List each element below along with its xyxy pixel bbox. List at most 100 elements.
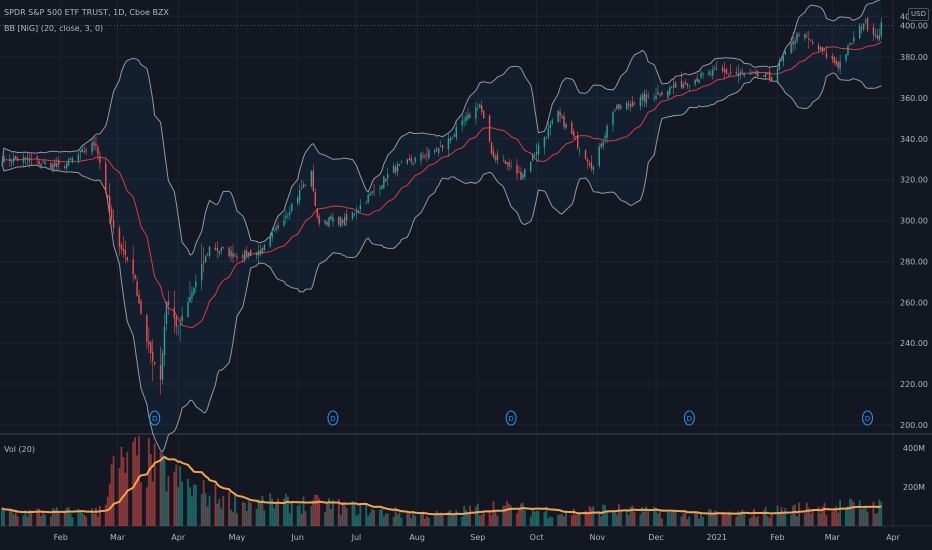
volume-bar <box>298 504 301 526</box>
volume-bar <box>531 508 534 526</box>
candle-body <box>860 27 863 29</box>
candle-body <box>684 82 687 85</box>
volume-bar <box>494 511 497 526</box>
volume-bar <box>629 506 632 526</box>
candle-body <box>633 103 636 105</box>
volume-bar <box>798 502 800 526</box>
candle-body <box>220 248 222 252</box>
volume-bar <box>741 509 744 526</box>
candle-body <box>93 141 95 146</box>
dividend-marker[interactable] <box>862 410 874 426</box>
volume-bar <box>586 513 589 526</box>
candle-body <box>248 252 250 257</box>
volume-bar <box>236 513 238 526</box>
volume-bar <box>53 509 56 526</box>
volume-bar <box>437 513 440 526</box>
candle-body <box>551 120 553 124</box>
candle-body <box>571 122 573 135</box>
volume-bar <box>110 464 113 526</box>
volume-bar <box>359 503 362 526</box>
candle-body <box>874 33 877 36</box>
volume-bar <box>563 516 565 526</box>
volume-bar <box>817 506 820 526</box>
volume-ma-line <box>1 455 882 516</box>
volume-bar <box>735 516 738 526</box>
y-tick-label: 320.00 <box>900 176 928 185</box>
volume-bar <box>852 502 855 526</box>
candle-body <box>723 69 726 72</box>
candle-body <box>757 71 759 77</box>
volume-bar <box>604 505 607 526</box>
candle-body <box>44 161 46 165</box>
candle-body <box>851 42 853 44</box>
dividend-marker[interactable] <box>505 410 517 426</box>
candle-body <box>735 72 738 74</box>
volume-bar <box>69 513 72 526</box>
volume-bar <box>615 514 618 526</box>
candle-body <box>108 196 111 211</box>
candle-body <box>849 42 851 45</box>
candle-body <box>559 111 561 116</box>
candle-body <box>768 71 771 79</box>
candle-body <box>641 95 644 100</box>
volume-bar <box>784 508 787 526</box>
candle-body <box>406 159 409 164</box>
candle-body <box>138 294 140 304</box>
candle-body <box>522 174 524 179</box>
volume-bar <box>688 516 691 526</box>
volume-bar <box>680 516 683 526</box>
candle-body <box>394 167 397 173</box>
volume-bar <box>85 516 88 526</box>
volume-bar <box>206 506 209 526</box>
candle-body <box>163 326 166 356</box>
volume-bar <box>876 513 879 526</box>
volume-bar <box>304 511 307 526</box>
volume-bar <box>273 508 276 526</box>
volume-bar <box>694 512 697 526</box>
volume-bar <box>245 510 248 526</box>
volume-bar <box>435 510 438 526</box>
dividend-marker[interactable] <box>149 410 161 426</box>
volume-bar <box>811 508 814 526</box>
volume-bar <box>208 495 211 526</box>
candle-body <box>269 235 271 247</box>
candle-body <box>26 157 29 159</box>
y-tick-label: 280.00 <box>900 257 928 266</box>
volume-bar <box>584 510 587 526</box>
candle-body <box>379 188 381 190</box>
volume-bar <box>179 466 182 526</box>
candle-body <box>806 36 808 38</box>
volume-bar <box>341 501 344 526</box>
candle-body <box>69 159 72 160</box>
candle-body <box>38 161 40 165</box>
volume-indicator-label[interactable]: Vol (20) <box>4 445 35 454</box>
bb-indicator-label[interactable]: BB [NiG] (20, close, 3, 0) <box>4 24 104 33</box>
dividend-marker[interactable] <box>327 410 339 426</box>
volume-bar <box>488 510 491 526</box>
volume-bar <box>845 509 847 526</box>
candle-body <box>437 147 440 153</box>
volume-bar <box>286 496 289 526</box>
volume-bar <box>330 508 332 526</box>
bollinger-basis-line <box>1 41 882 329</box>
volume-bar <box>175 464 178 526</box>
volume-bar <box>345 508 348 526</box>
candle-body <box>422 156 424 158</box>
symbol-title[interactable]: SPDR S&P 500 ETF TRUST, 1D, Cboe BZX <box>4 8 169 17</box>
candle-body <box>502 160 504 162</box>
volume-bar <box>400 517 403 526</box>
volume-bar <box>723 512 726 526</box>
volume-bar <box>880 501 883 526</box>
volume-bar <box>598 510 601 526</box>
volume-bar <box>821 506 824 526</box>
volume-bars <box>1 436 883 526</box>
currency-badge[interactable]: USD <box>908 8 929 21</box>
candle-body <box>643 93 645 102</box>
dividend-marker[interactable] <box>683 410 695 426</box>
volume-bar <box>314 494 317 526</box>
candle-body <box>606 125 608 138</box>
volume-bar <box>533 511 536 526</box>
volume-bar <box>232 511 234 526</box>
